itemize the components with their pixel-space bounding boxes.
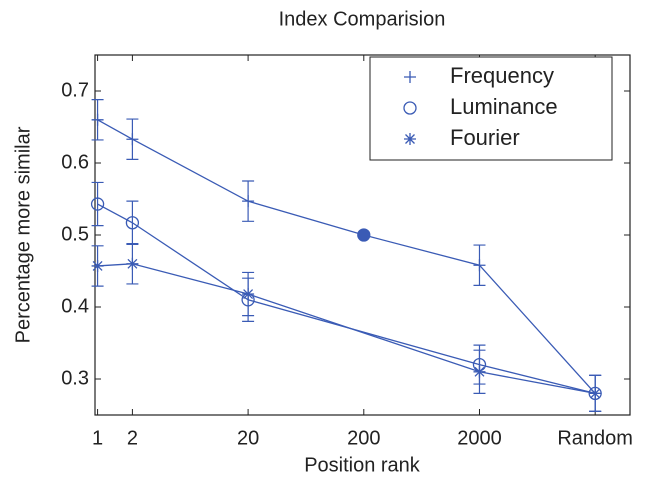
y-tick-label: 0.6: [61, 151, 89, 173]
x-tick-label: 20: [237, 427, 259, 449]
error-bar: [91, 181, 104, 227]
marker: [242, 288, 255, 301]
legend-label: Fourier: [450, 125, 520, 150]
marker: [589, 387, 602, 400]
marker: [403, 101, 417, 115]
y-tick-label: 0.5: [61, 223, 89, 245]
y-tick-label: 0.4: [61, 295, 89, 317]
y-axis-label: Percentage more similar: [12, 126, 34, 343]
marker: [126, 257, 139, 270]
chart-title: Index Comparision: [279, 8, 446, 30]
y-tick-label: 0.3: [61, 367, 89, 389]
marker: [473, 259, 486, 272]
x-tick-label: 200: [347, 427, 380, 449]
x-tick-label: Random: [557, 427, 633, 449]
marker: [242, 195, 255, 208]
marker: [473, 365, 486, 378]
marker: [90, 197, 105, 211]
legend-label: Luminance: [450, 94, 558, 119]
y-tick-label: 0.7: [61, 79, 89, 101]
marker: [91, 113, 104, 126]
series-line: [97, 119, 596, 394]
marker: [404, 71, 416, 83]
series: [91, 243, 602, 412]
marker: [91, 259, 104, 272]
marker: [125, 216, 140, 230]
marker: [357, 228, 371, 242]
marker: [404, 133, 416, 145]
marker: [126, 133, 139, 146]
x-tick-label: 2: [127, 427, 138, 449]
x-axis-label: Position rank: [304, 454, 421, 476]
x-tick-label: 1: [92, 427, 103, 449]
x-tick-label: 2000: [457, 427, 502, 449]
legend-label: Frequency: [450, 63, 554, 88]
